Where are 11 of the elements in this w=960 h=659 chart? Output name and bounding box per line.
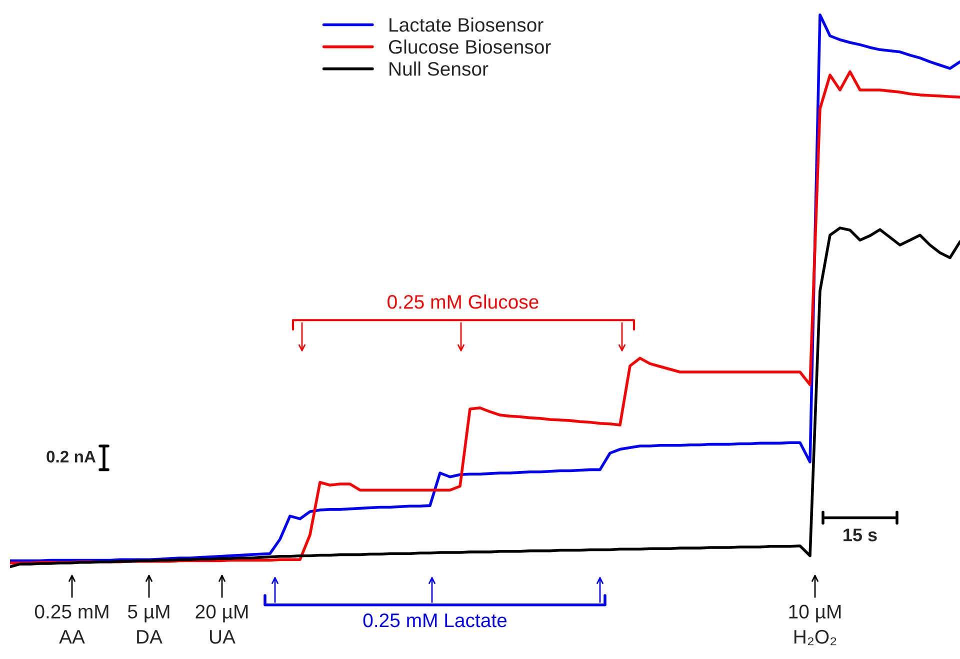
legend-label: Null Sensor bbox=[390, 62, 488, 76]
annotation: 0.2 nA bbox=[46, 450, 96, 463]
text: 0.25 mM AA bbox=[34, 604, 108, 644]
legend-label: Glucose Biosensor bbox=[388, 40, 551, 54]
text: 5 µM DA bbox=[128, 604, 170, 644]
text: 0.25 mM Lactate bbox=[363, 613, 507, 628]
text: 20 µM UA bbox=[196, 604, 248, 644]
annotation: 15 s bbox=[844, 528, 877, 542]
annotation: 0.25 mM Glucose bbox=[388, 294, 538, 309]
legend-label: Lactate Biosensor bbox=[390, 18, 544, 32]
text: 10 µM H₂O₂ bbox=[789, 604, 841, 646]
